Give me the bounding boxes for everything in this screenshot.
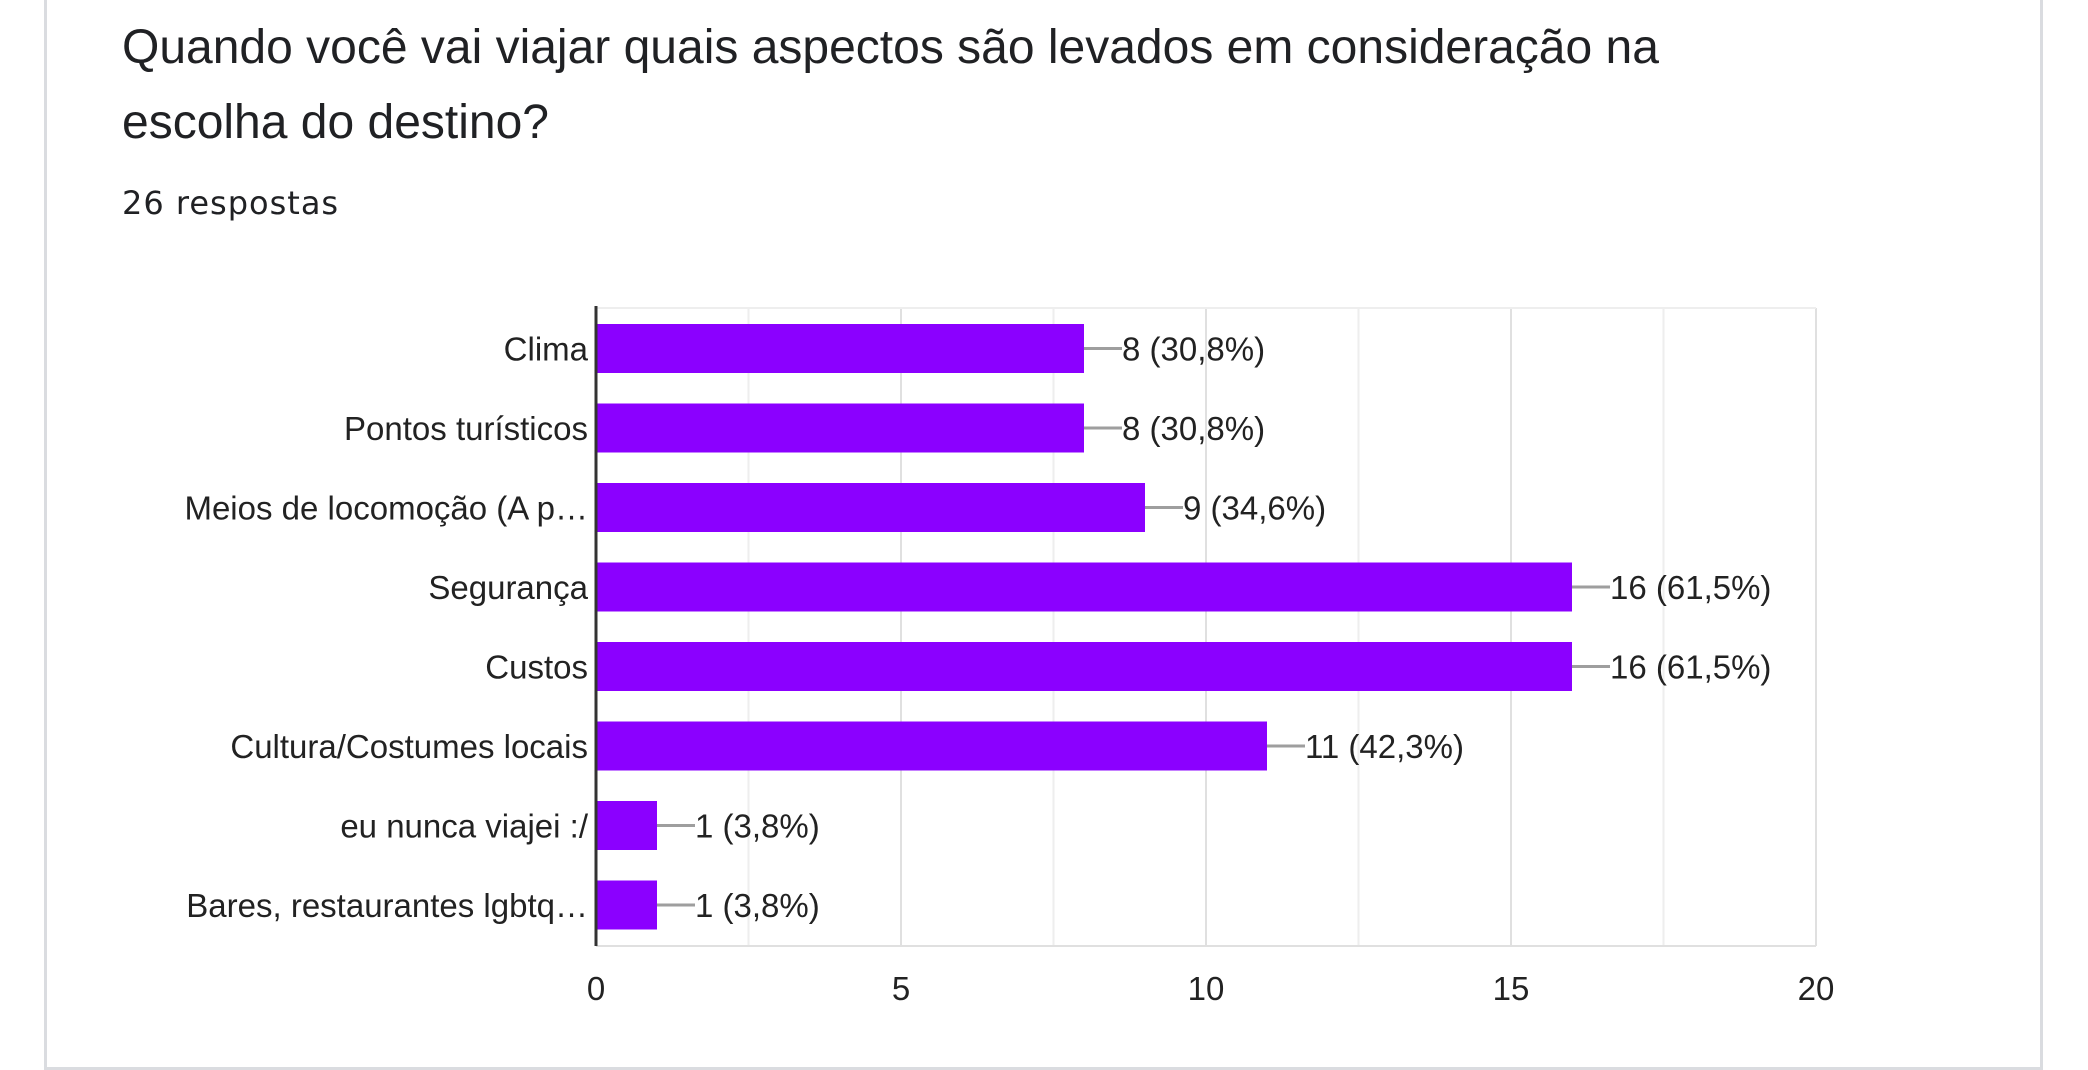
x-tick-label: 15 bbox=[1493, 970, 1530, 1007]
bar bbox=[596, 801, 657, 850]
data-label: 1 (3,8%) bbox=[695, 808, 820, 845]
x-tick-label: 10 bbox=[1188, 970, 1225, 1007]
data-label: 16 (61,5%) bbox=[1610, 569, 1771, 606]
category-label: Pontos turísticos bbox=[344, 410, 588, 447]
category-label: eu nunca viajei :/ bbox=[340, 808, 588, 845]
bar bbox=[596, 483, 1145, 532]
data-label: 16 (61,5%) bbox=[1610, 649, 1771, 686]
bar bbox=[596, 880, 657, 930]
x-tick-label: 5 bbox=[892, 970, 910, 1007]
bar bbox=[596, 721, 1267, 771]
category-label: Clima bbox=[504, 331, 589, 368]
response-count: 26 respostas bbox=[122, 184, 340, 222]
bar bbox=[596, 324, 1084, 373]
category-label: Segurança bbox=[428, 569, 588, 606]
x-tick-label: 0 bbox=[587, 970, 605, 1007]
bar bbox=[596, 642, 1572, 691]
bar bbox=[596, 562, 1572, 612]
data-label: 1 (3,8%) bbox=[695, 887, 820, 924]
data-label: 8 (30,8%) bbox=[1122, 410, 1265, 447]
x-tick-label: 20 bbox=[1798, 970, 1835, 1007]
data-label: 8 (30,8%) bbox=[1122, 331, 1265, 368]
data-label: 11 (42,3%) bbox=[1305, 728, 1464, 765]
bar bbox=[596, 403, 1084, 453]
data-label: 9 (34,6%) bbox=[1183, 490, 1326, 527]
category-label: Cultura/Costumes locais bbox=[230, 728, 588, 765]
question-card bbox=[44, 0, 2043, 1070]
category-label: Custos bbox=[485, 649, 588, 686]
category-label: Bares, restaurantes lgbtq… bbox=[186, 887, 588, 924]
question-title: Quando você vai viajar quais aspectos sã… bbox=[122, 21, 1659, 149]
category-label: Meios de locomoção (A p… bbox=[184, 490, 588, 527]
